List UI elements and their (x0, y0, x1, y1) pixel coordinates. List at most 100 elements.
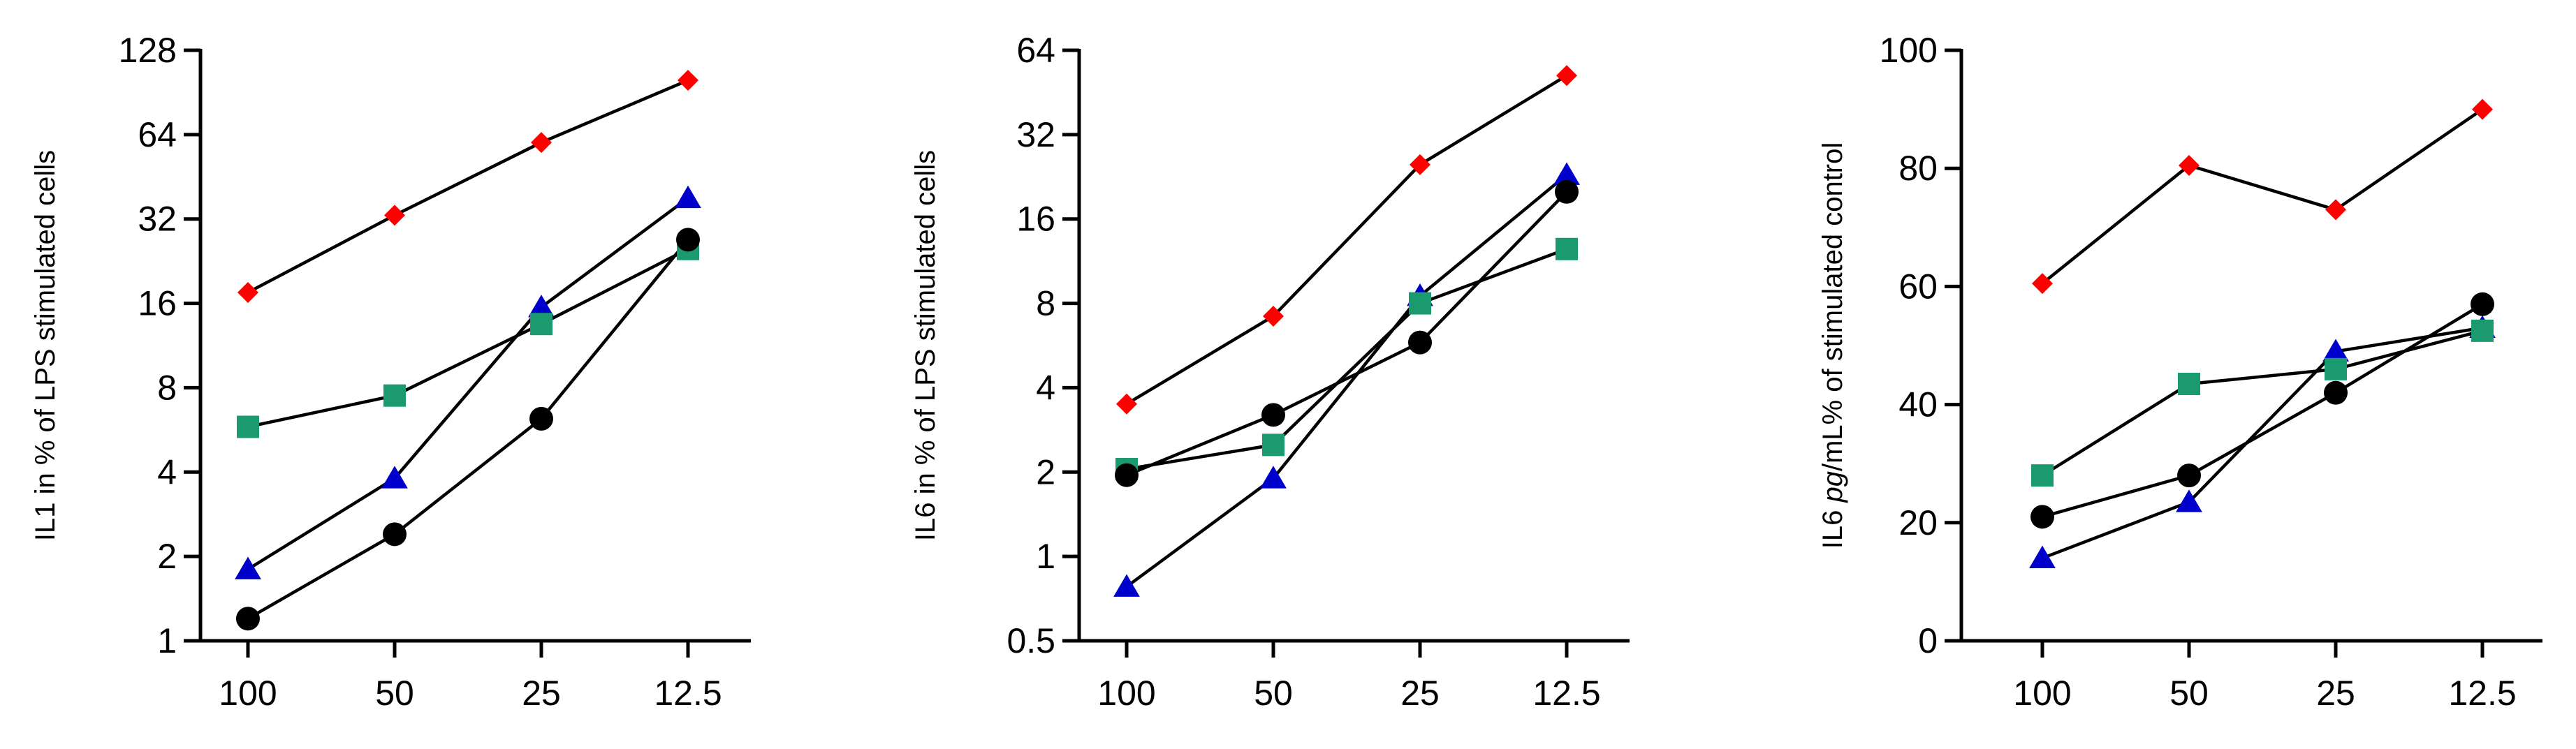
data-point-black-circle (383, 522, 407, 547)
x-tick-label: 100 (1097, 674, 1155, 713)
data-point-black-circle (1555, 179, 1579, 204)
data-point-green-square (1556, 237, 1578, 260)
series-line-blue-triangle (2042, 326, 2483, 560)
chart-panel-3: 0 20 40 60 80 100 100 50 25 12.5 IL6 pg/mL% of sti… (1817, 31, 2542, 713)
data-point-red-diamond (2325, 199, 2346, 221)
data-point-blue-triangle (2322, 339, 2349, 362)
y-tick-label: 32 (138, 200, 177, 239)
x-tick-label: 25 (522, 674, 561, 713)
x-tick-label: 100 (219, 674, 277, 713)
x-tick-label: 25 (1400, 674, 1440, 713)
x-tick-label: 50 (375, 674, 414, 713)
data-point-black-circle (2324, 380, 2348, 405)
data-point-blue-triangle (2029, 545, 2056, 568)
data-point-blue-triangle (381, 466, 408, 489)
y-tick-label: 64 (1016, 31, 1055, 70)
y-tick-label: 1 (1036, 537, 1055, 576)
data-point-green-square (530, 313, 552, 336)
y-tick-label: 16 (138, 284, 177, 323)
data-point-blue-triangle (675, 185, 701, 209)
data-point-black-circle (676, 228, 700, 252)
data-point-black-circle (2177, 464, 2201, 488)
y-axis-label: IL6 pg/mL% of stimulated control (1817, 142, 1848, 549)
y-tick-label: 128 (119, 31, 177, 70)
data-point-black-circle (1408, 330, 1432, 355)
data-point-green-square (237, 415, 259, 438)
y-tick-label: 4 (157, 452, 177, 491)
data-point-blue-triangle (1260, 466, 1287, 489)
data-point-red-diamond (678, 70, 698, 91)
y-tick-label: 60 (1898, 267, 1938, 306)
data-point-red-diamond (1556, 65, 1577, 87)
data-point-green-square (2178, 372, 2200, 395)
data-point-black-circle (236, 607, 260, 631)
chart-panel-2: 0.5 1 2 4 8 16 32 64 100 50 25 12.5 IL6 in % of LPS … (910, 31, 1630, 713)
y-tick-label: 0 (1918, 621, 1938, 660)
x-tick-label: 12.5 (1532, 674, 1600, 713)
data-point-green-square (1262, 433, 1285, 457)
data-point-red-diamond (2472, 98, 2493, 120)
data-point-green-square (2471, 319, 2494, 342)
y-axis-label-part: /mL% of stimulated control (1817, 142, 1848, 471)
data-point-black-circle (1261, 403, 1285, 427)
data-point-black-circle (1115, 463, 1139, 487)
y-tick-label: 32 (1016, 115, 1055, 154)
x-tick-label: 50 (1254, 674, 1293, 713)
data-point-red-diamond (2032, 273, 2053, 295)
data-point-red-diamond (1410, 154, 1430, 175)
y-tick-label: 1 (157, 621, 177, 660)
y-axis-label-part: pg (1817, 471, 1848, 503)
x-tick-label: 12.5 (2448, 674, 2516, 713)
data-point-green-square (2031, 464, 2054, 487)
data-point-red-diamond (1116, 393, 1137, 415)
y-tick-label: 40 (1898, 385, 1938, 424)
data-point-red-diamond (384, 205, 405, 226)
series-line-blue-triangle (1125, 173, 1568, 588)
y-tick-label: 4 (1036, 368, 1055, 407)
data-point-green-square (2325, 357, 2347, 380)
y-tick-label: 80 (1898, 149, 1938, 188)
series-line-black-circle (1126, 191, 1568, 477)
data-point-red-diamond (2179, 154, 2200, 176)
y-axis-label: IL6 in % of LPS stimulated cells (910, 150, 941, 541)
x-tick-label: 25 (2316, 674, 2355, 713)
y-axis-label-part: IL6 (1817, 503, 1848, 549)
x-tick-label: 12.5 (654, 674, 722, 713)
series-line-blue-triangle (247, 196, 689, 571)
y-tick-label: 2 (1036, 452, 1055, 491)
y-tick-label: 64 (138, 115, 177, 154)
y-tick-label: 8 (157, 368, 177, 407)
y-tick-label: 16 (1016, 200, 1055, 239)
data-point-blue-triangle (2176, 489, 2202, 512)
data-point-blue-triangle (1113, 574, 1140, 597)
y-tick-label: 2 (157, 537, 177, 576)
y-tick-label: 20 (1898, 503, 1938, 542)
data-point-black-circle (2030, 505, 2054, 529)
y-tick-label: 8 (1036, 284, 1055, 323)
data-point-red-diamond (237, 281, 258, 303)
y-tick-label: 100 (1880, 31, 1938, 70)
series-line-red-diamond (247, 78, 689, 294)
data-point-black-circle (2471, 292, 2494, 316)
chart-panel-1: 1 2 4 8 16 32 64 128 100 50 25 12.5 IL1 in % of LPS … (30, 31, 751, 713)
data-point-blue-triangle (528, 295, 555, 318)
x-tick-label: 50 (2169, 674, 2209, 713)
series-line-black-circle (247, 238, 689, 621)
y-tick-label: 0.5 (1007, 621, 1055, 660)
series-line-green-square (247, 247, 689, 429)
data-point-green-square (1409, 292, 1431, 315)
series-line-green-square (2041, 329, 2483, 477)
x-tick-label: 100 (2013, 674, 2071, 713)
series-line-black-circle (2042, 302, 2484, 519)
data-point-blue-triangle (235, 556, 261, 579)
data-point-black-circle (529, 406, 553, 431)
data-point-green-square (383, 384, 406, 407)
data-point-red-diamond (1263, 305, 1284, 327)
series-line-red-diamond (1125, 74, 1568, 406)
data-point-blue-triangle (1553, 162, 1580, 185)
series-line-red-diamond (2041, 107, 2484, 285)
y-axis-label: IL1 in % of LPS stimulated cells (30, 150, 61, 541)
series-line-green-square (1126, 247, 1567, 471)
data-point-red-diamond (531, 132, 552, 154)
